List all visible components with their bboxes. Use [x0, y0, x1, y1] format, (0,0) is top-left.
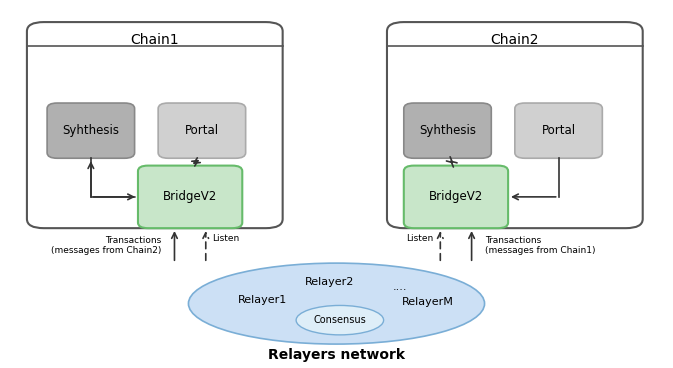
Text: BridgeV2: BridgeV2 — [163, 190, 217, 204]
FancyBboxPatch shape — [387, 22, 643, 228]
Text: Consensus: Consensus — [314, 315, 366, 325]
Text: Syhthesis: Syhthesis — [63, 124, 119, 137]
Ellipse shape — [188, 263, 485, 344]
FancyBboxPatch shape — [404, 166, 508, 228]
FancyBboxPatch shape — [404, 103, 491, 158]
FancyBboxPatch shape — [158, 103, 246, 158]
Text: Listen: Listen — [406, 234, 433, 243]
Text: Listen: Listen — [213, 234, 240, 243]
FancyBboxPatch shape — [138, 166, 242, 228]
Text: Portal: Portal — [542, 124, 575, 137]
Ellipse shape — [296, 305, 384, 335]
FancyBboxPatch shape — [27, 22, 283, 228]
Text: ....: .... — [393, 282, 408, 292]
Text: Transactions
(messages from Chain2): Transactions (messages from Chain2) — [50, 236, 161, 255]
FancyBboxPatch shape — [47, 103, 135, 158]
Text: Chain2: Chain2 — [491, 33, 539, 47]
Text: Chain1: Chain1 — [131, 33, 179, 47]
Text: Transactions
(messages from Chain1): Transactions (messages from Chain1) — [485, 236, 596, 255]
Text: Portal: Portal — [185, 124, 219, 137]
FancyBboxPatch shape — [515, 103, 602, 158]
Text: Relayers network: Relayers network — [268, 348, 405, 362]
Text: Relayer2: Relayer2 — [305, 276, 355, 287]
Text: Relayer1: Relayer1 — [238, 295, 287, 305]
Text: Syhthesis: Syhthesis — [419, 124, 476, 137]
Text: RelayerM: RelayerM — [401, 297, 454, 307]
Text: BridgeV2: BridgeV2 — [429, 190, 483, 204]
